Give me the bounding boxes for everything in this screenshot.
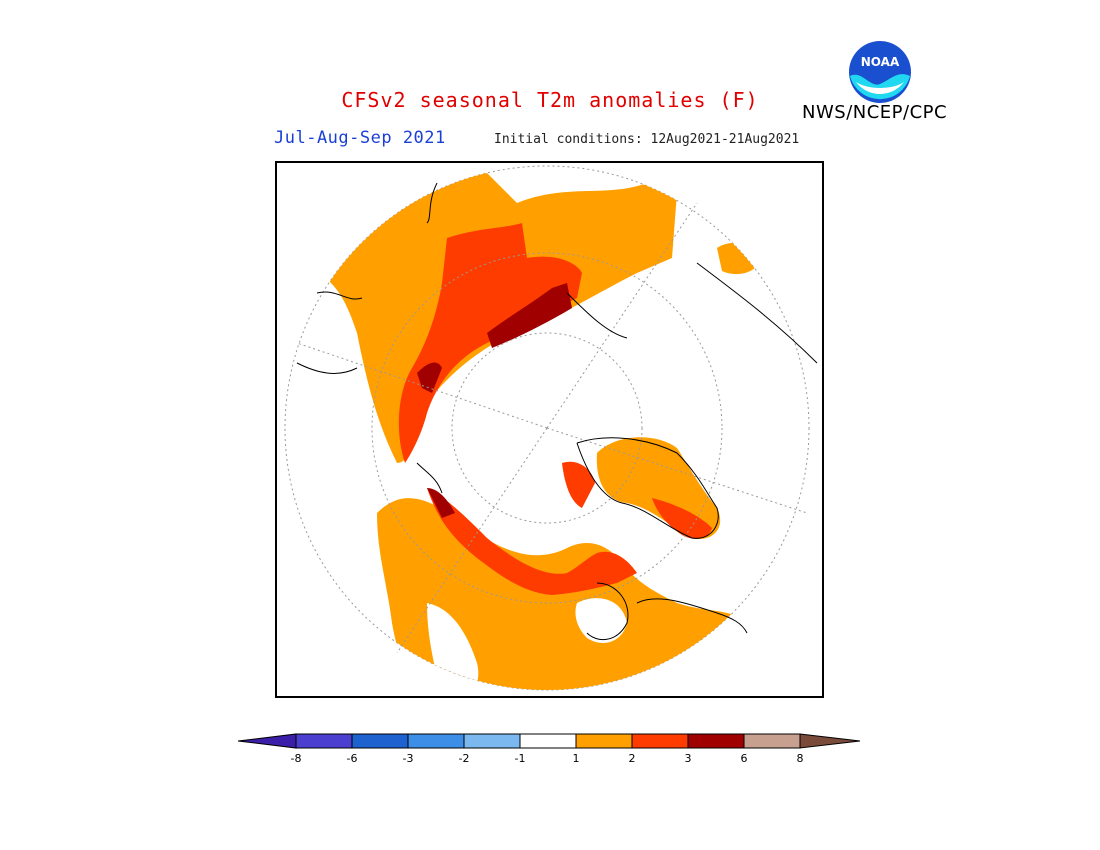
colorbar-swatch [407, 733, 465, 749]
colorbar-label: -1 [514, 752, 526, 765]
colorbar-label: -3 [402, 752, 414, 765]
colorbar-swatch [351, 733, 409, 749]
colorbar-swatch [519, 733, 577, 749]
colorbar-swatch-low-arrow [237, 733, 297, 749]
initial-conditions-label: Initial conditions: 12Aug2021-21Aug2021 [494, 132, 800, 147]
colorbar-swatch [575, 733, 633, 749]
colorbar-swatch [687, 733, 745, 749]
colorbar-swatch [743, 733, 801, 749]
coastlines [296, 182, 818, 641]
colorbar-label: 1 [572, 752, 580, 765]
colorbar [237, 730, 862, 756]
colorbar-label: -6 [346, 752, 358, 765]
anomaly-region-central-siberia [398, 223, 582, 463]
anomaly-region-taymyr-east [417, 362, 442, 393]
colorbar-label: -2 [458, 752, 470, 765]
anomaly-region-greenland-red [652, 498, 712, 539]
season-label: Jul-Aug-Sep 2021 [274, 128, 446, 148]
colorbar-swatch [631, 733, 689, 749]
noaa-logo: NOAA [848, 40, 912, 104]
graticule [296, 202, 808, 654]
chart-title: CFSv2 seasonal T2m anomalies (F) [341, 88, 759, 112]
anomaly-map [275, 161, 824, 698]
colorbar-swatch [463, 733, 521, 749]
colorbar-label: 8 [796, 752, 804, 765]
anomaly-region-alaska-canada-red [427, 488, 637, 595]
colorbar-label: 6 [740, 752, 748, 765]
hudson-bay [575, 598, 627, 643]
colorbar-label: 3 [684, 752, 692, 765]
polar-map-svg [284, 165, 818, 691]
anomaly-region-archipelago [562, 461, 595, 508]
colorbar-swatch-high-arrow [799, 733, 861, 749]
colorbar-svg [237, 733, 861, 749]
colorbar-label: 2 [628, 752, 636, 765]
anomaly-region-taymyr [487, 283, 572, 348]
colorbar-swatch [295, 733, 353, 749]
noaa-logo-text: NOAA [861, 55, 900, 69]
colorbar-label: -8 [290, 752, 302, 765]
agency-label: NWS/NCEP/CPC [802, 102, 948, 123]
anomaly-region-alaska-darkred [427, 488, 455, 518]
